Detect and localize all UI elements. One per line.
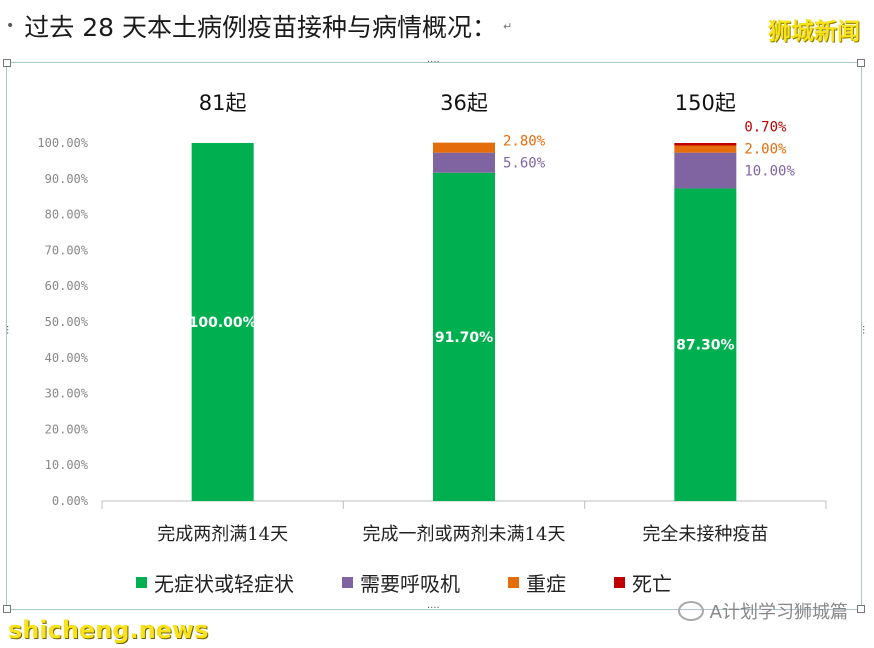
x-category-label: 完全未接种疫苗	[642, 524, 768, 545]
legend-label: 需要呼吸机	[360, 571, 460, 596]
legend-item-oxygen: 需要呼吸机	[342, 568, 460, 597]
data-label: 2.80%	[503, 134, 546, 150]
bar-segment	[674, 143, 737, 146]
legend-item-asymptomatic: 无症状或轻症状	[136, 568, 294, 597]
x-category-label: 完成一剂或两剂未满14天	[363, 524, 566, 545]
bar-segment	[191, 143, 254, 501]
y-tick-label: 30.00%	[45, 387, 89, 401]
resize-handle-bottom-icon[interactable]: ····	[427, 603, 440, 614]
corner-handle-icon[interactable]	[857, 59, 865, 67]
wechat-icon	[677, 601, 704, 621]
y-tick-label: 90.00%	[45, 172, 89, 186]
legend-swatch	[342, 576, 353, 588]
data-label: 2.00%	[744, 142, 787, 158]
y-tick-label: 50.00%	[45, 315, 89, 329]
data-label: 87.30%	[676, 338, 734, 354]
y-tick-label: 0.00%	[52, 494, 89, 508]
legend-label: 无症状或轻症状	[154, 571, 294, 596]
resize-handle-top-icon[interactable]: ····	[427, 57, 440, 68]
return-mark-icon: ↵	[502, 19, 513, 33]
legend-swatch	[136, 576, 147, 588]
legend-item-death: 死亡	[614, 568, 672, 597]
data-label: 91.70%	[435, 330, 493, 346]
chart-frame[interactable]: ···· ···· ··· ···	[1, 57, 868, 614]
total-label: 36起	[440, 91, 488, 115]
resize-handle-left-icon[interactable]: ···	[1, 325, 12, 335]
brand-logo: 狮城新闻	[768, 19, 860, 45]
bar-segment	[674, 145, 737, 153]
y-tick-label: 10.00%	[45, 458, 89, 472]
corner-handle-icon[interactable]	[3, 605, 11, 613]
legend-label: 死亡	[632, 571, 672, 596]
legend-swatch	[508, 576, 519, 588]
y-tick-label: 60.00%	[45, 279, 89, 293]
bar-segment	[674, 188, 737, 501]
data-label: 100.00%	[189, 315, 257, 331]
wechat-account-name: A计划学习狮城篇	[709, 602, 848, 623]
total-label: 150起	[675, 91, 736, 115]
page-title: 过去 28 天本土病例疫苗接种与病情概况：	[24, 13, 497, 42]
chart-legend: 无症状或轻症状 需要呼吸机 重症 死亡	[136, 568, 720, 597]
bar-segment	[433, 142, 495, 153]
resize-handle-right-icon[interactable]: ···	[857, 325, 868, 335]
y-tick-label: 40.00%	[45, 351, 89, 365]
legend-swatch	[614, 576, 625, 588]
x-category-label: 完成两剂满14天	[157, 524, 288, 545]
chart-heading: • 过去 28 天本土病例疫苗接种与病情概况： ↵	[6, 8, 512, 44]
bar-segment	[433, 152, 495, 173]
corner-handle-icon[interactable]	[3, 59, 11, 67]
y-tick-label: 20.00%	[45, 422, 89, 436]
legend-item-severe: 重症	[508, 568, 566, 597]
bar-segment	[674, 152, 737, 189]
y-tick-label: 70.00%	[45, 243, 89, 257]
bar-segment	[433, 172, 495, 502]
bullet-icon: •	[6, 18, 15, 34]
y-tick-label: 100.00%	[37, 136, 88, 150]
corner-handle-icon[interactable]	[857, 605, 865, 613]
site-watermark: shicheng.news	[8, 616, 209, 644]
data-label: 10.00%	[744, 164, 795, 180]
wechat-watermark: A计划学习狮城篇	[677, 598, 848, 624]
y-tick-label: 80.00%	[45, 208, 89, 222]
total-label: 81起	[199, 91, 247, 115]
legend-label: 重症	[526, 571, 566, 596]
data-label: 5.60%	[503, 156, 546, 172]
data-label: 0.70%	[744, 120, 787, 136]
